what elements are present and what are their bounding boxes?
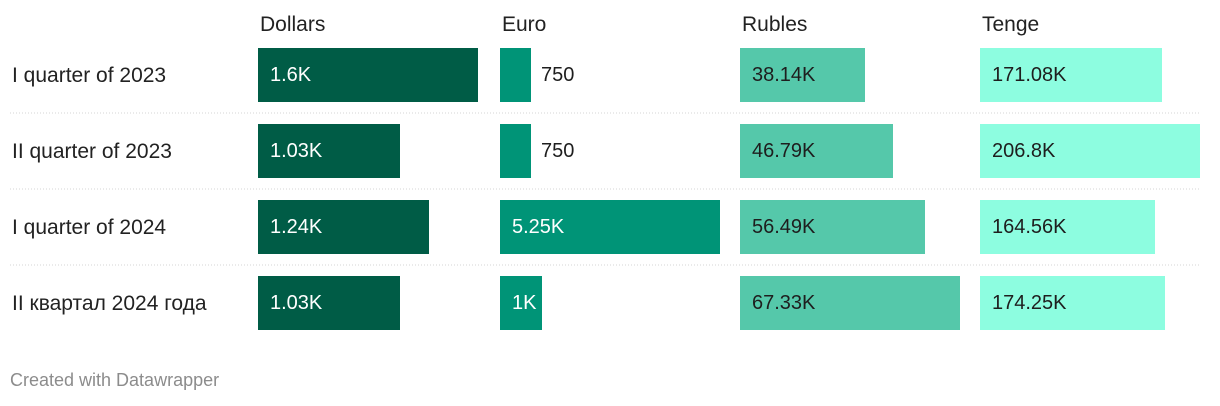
bar-value-label: 174.25K: [992, 292, 1067, 314]
bar: [258, 48, 478, 102]
bar-value-label: 1K: [512, 292, 537, 314]
bar: [980, 48, 1162, 102]
bar: [500, 48, 531, 102]
bar: [740, 200, 925, 254]
bar: [500, 276, 542, 330]
bar-value-label: 1.03K: [270, 292, 323, 314]
category-label: I quarter of 2024: [12, 216, 166, 239]
bar-value-label: 1.03K: [270, 140, 323, 162]
bar-value-label: 56.49K: [752, 216, 816, 238]
bar: [980, 200, 1155, 254]
column-header: Dollars: [260, 13, 325, 36]
bar-value-label: 5.25K: [512, 216, 565, 238]
bar-value-label: 46.79K: [752, 140, 816, 162]
bar-value-label: 164.56K: [992, 216, 1067, 238]
bar-value-label: 38.14K: [752, 64, 816, 86]
footer-credit: Created with Datawrapper: [10, 370, 220, 390]
bar: [258, 124, 400, 178]
bar-value-label: 750: [541, 140, 574, 162]
bar: [740, 124, 893, 178]
column-header: Tenge: [982, 13, 1039, 36]
bar-value-label: 206.8K: [992, 140, 1056, 162]
bar-value-label: 1.6K: [270, 64, 312, 86]
bar: [500, 124, 531, 178]
bar-value-label: 1.24K: [270, 216, 323, 238]
category-label: II quarter of 2023: [12, 140, 172, 163]
bar: [258, 276, 400, 330]
category-label: II квартал 2024 года: [12, 292, 207, 315]
bar: [500, 200, 720, 254]
bar: [980, 276, 1165, 330]
bar: [740, 48, 865, 102]
category-label: I quarter of 2023: [12, 64, 166, 87]
bar-value-label: 750: [541, 64, 574, 86]
bar: [258, 200, 429, 254]
bar-value-label: 67.33K: [752, 292, 816, 314]
column-header: Rubles: [742, 13, 807, 36]
bar: [980, 124, 1200, 178]
column-header: Euro: [502, 13, 546, 36]
bar: [740, 276, 960, 330]
bar-value-label: 171.08K: [992, 64, 1067, 86]
